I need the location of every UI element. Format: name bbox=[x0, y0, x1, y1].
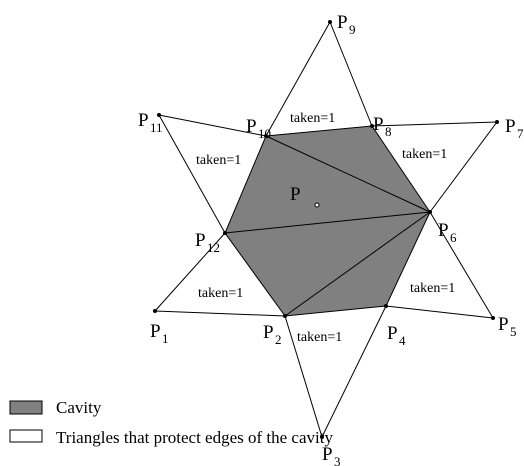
point-subscript: 1 bbox=[162, 331, 169, 346]
edge-label: taken=1 bbox=[198, 286, 243, 301]
point-subscript: 10 bbox=[258, 126, 271, 141]
legend-swatch bbox=[9, 400, 43, 415]
point-subscript: 4 bbox=[399, 333, 406, 348]
edge-label: taken=1 bbox=[402, 147, 447, 162]
point-label: P bbox=[195, 230, 206, 251]
point-subscript: 2 bbox=[275, 332, 282, 347]
point-label: P bbox=[246, 116, 257, 137]
edge-label: taken=1 bbox=[290, 111, 335, 126]
point-subscript: 5 bbox=[510, 324, 517, 339]
point-label: P bbox=[387, 323, 398, 344]
center-label: P bbox=[290, 184, 301, 205]
point-subscript: 3 bbox=[334, 454, 341, 466]
point-subscript: 11 bbox=[150, 120, 163, 135]
edge-label: taken=1 bbox=[410, 281, 455, 296]
point-subscript: 8 bbox=[385, 124, 392, 139]
point-label: P bbox=[150, 321, 161, 342]
legend-label: Triangles that protect edges of the cavi… bbox=[56, 428, 333, 447]
point-label: P bbox=[337, 12, 348, 33]
point-subscript: 9 bbox=[349, 22, 356, 37]
point-subscript: 6 bbox=[450, 230, 457, 245]
point-subscript: 7 bbox=[517, 126, 524, 141]
point-label: P bbox=[263, 322, 274, 343]
point-label: P bbox=[438, 220, 449, 241]
legend-label: Cavity bbox=[56, 398, 102, 417]
point-label: P bbox=[498, 314, 509, 335]
point-subscript: 12 bbox=[207, 240, 220, 255]
point-label: P bbox=[138, 110, 149, 131]
point-label: P bbox=[505, 116, 516, 137]
edge-label: taken=1 bbox=[297, 330, 342, 345]
vertex-dots bbox=[153, 20, 499, 439]
point-label: P bbox=[373, 114, 384, 135]
edges bbox=[154, 21, 498, 438]
edge-label: taken=1 bbox=[196, 153, 241, 168]
center-point bbox=[314, 202, 320, 208]
cavity bbox=[224, 125, 431, 317]
point-label: P bbox=[322, 444, 333, 465]
legend-swatch bbox=[9, 429, 43, 443]
